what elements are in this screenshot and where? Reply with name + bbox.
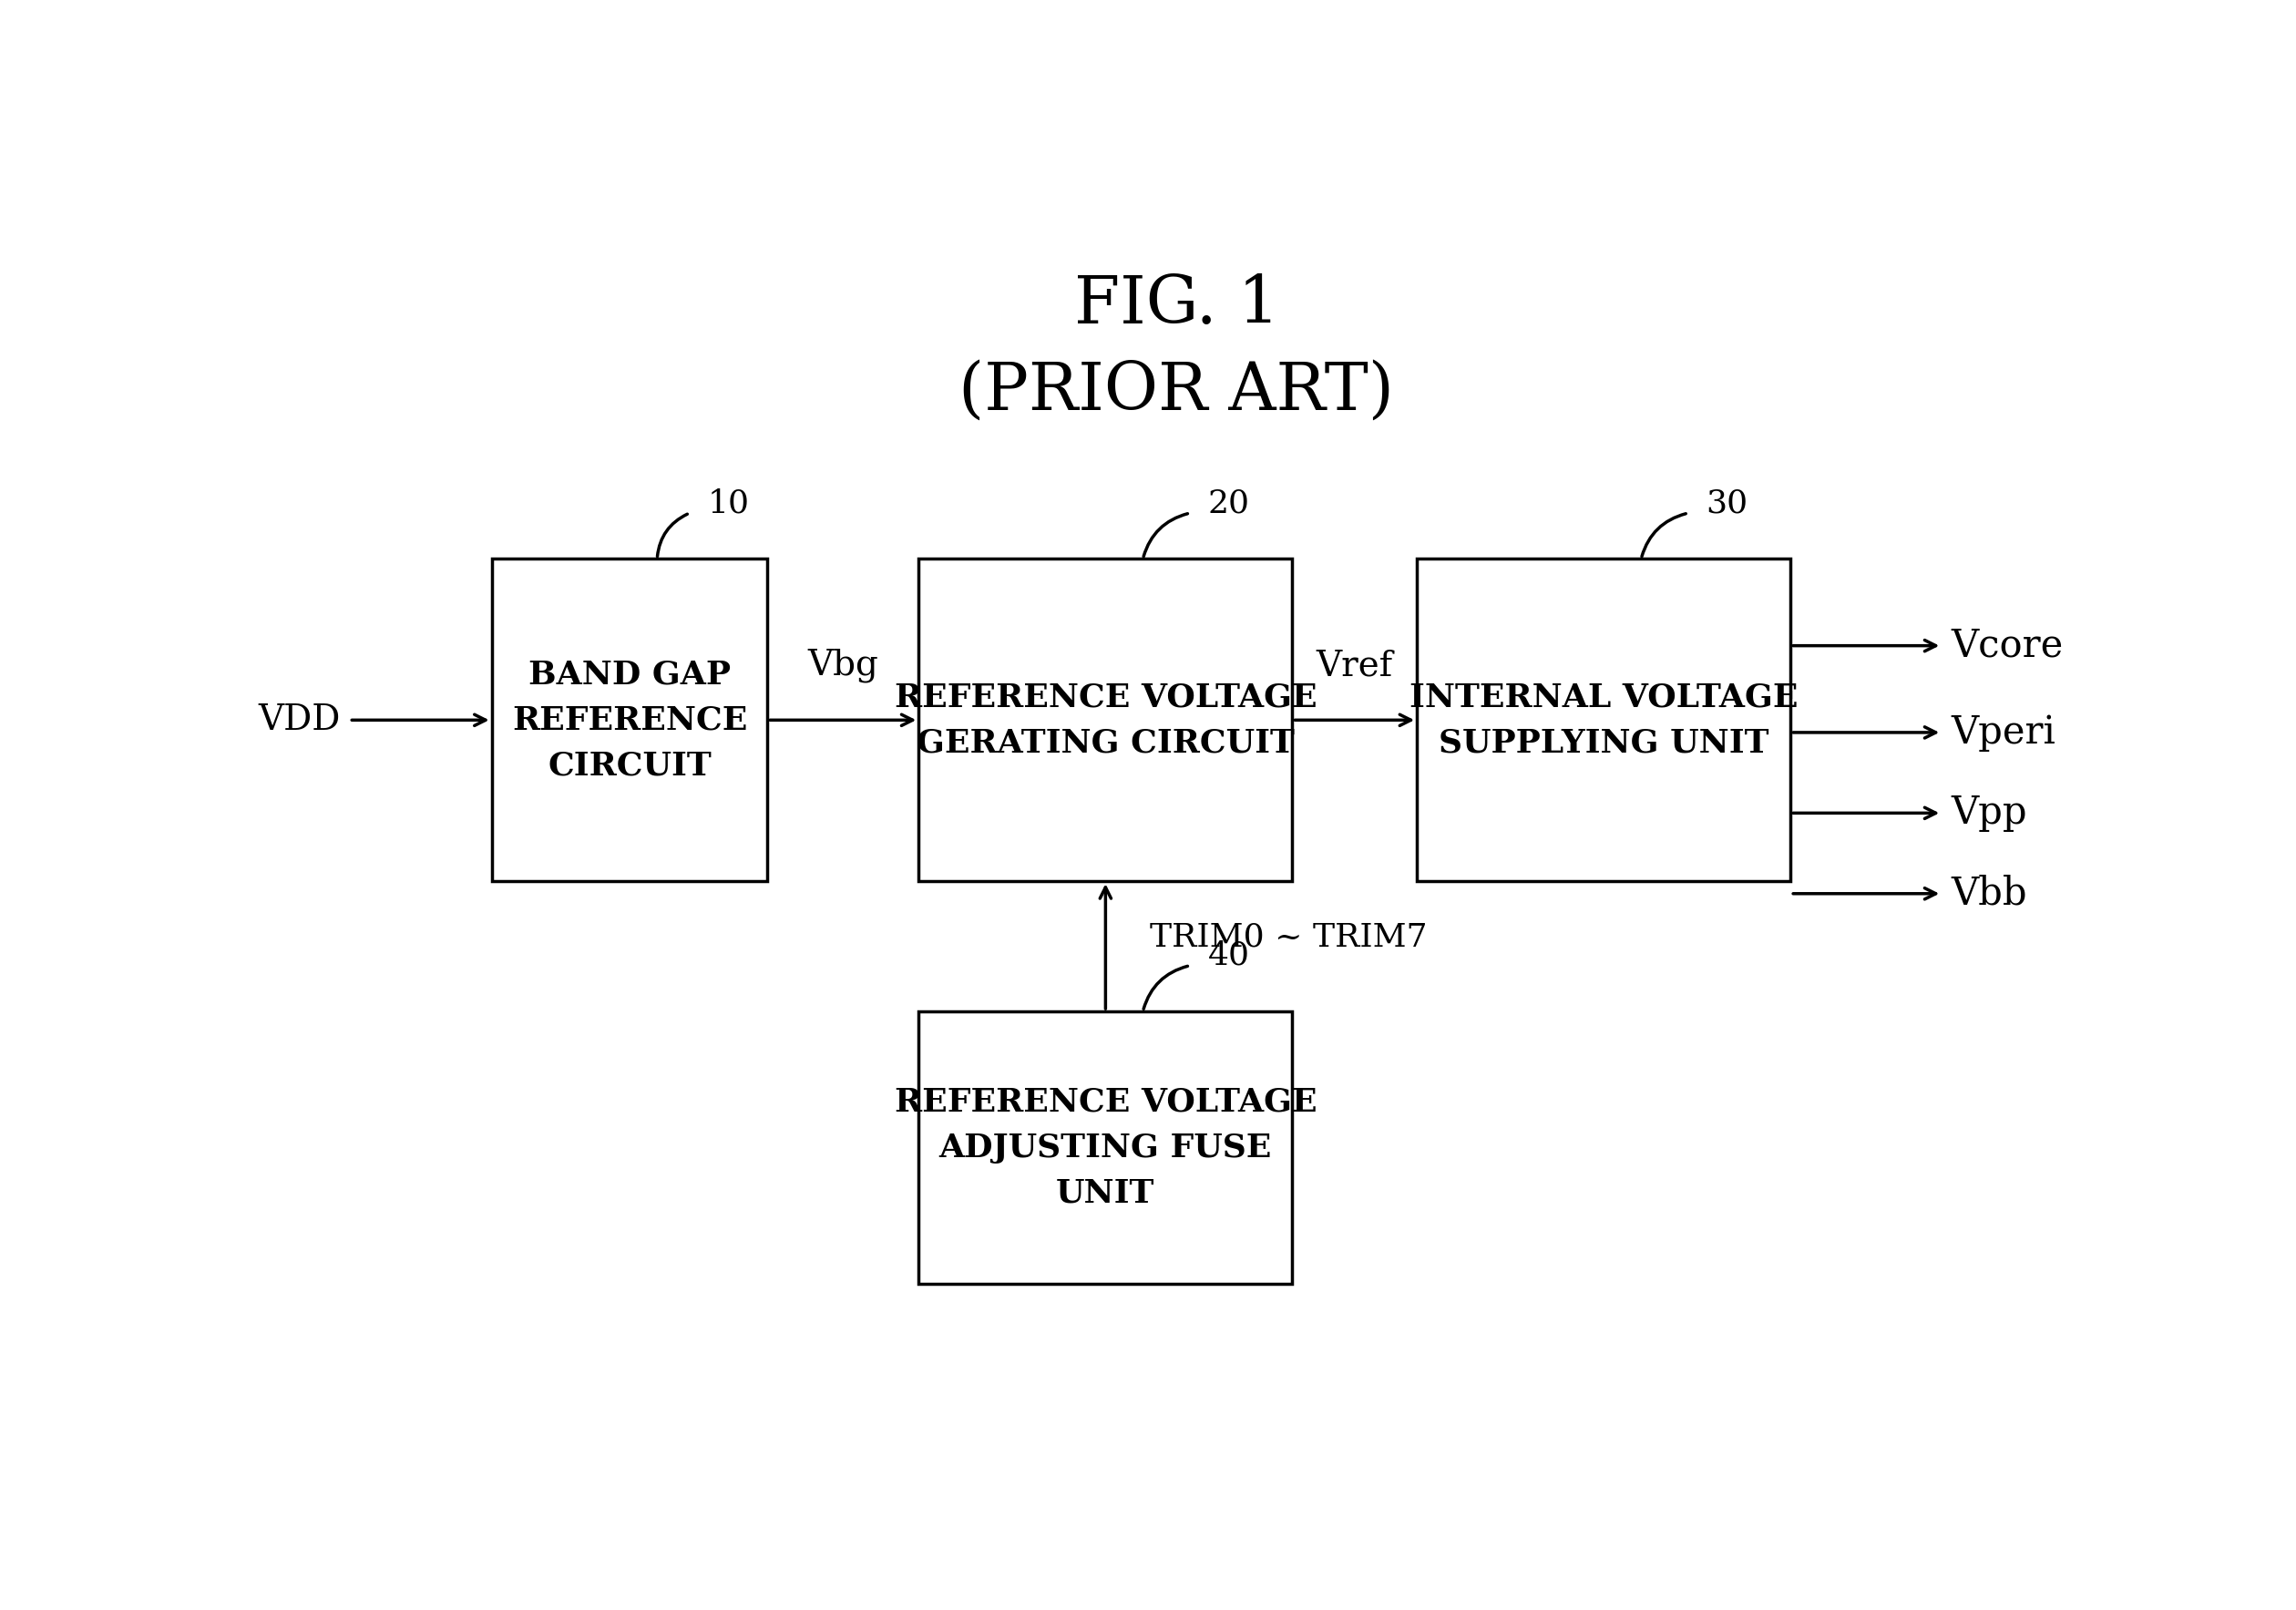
Text: FIG. 1: FIG. 1 [1075, 272, 1279, 336]
Text: Vpp: Vpp [1952, 794, 2027, 832]
Text: INTERNAL VOLTAGE
SUPPLYING UNIT: INTERNAL VOLTAGE SUPPLYING UNIT [1410, 681, 1798, 758]
Text: Vperi: Vperi [1952, 713, 2055, 752]
Text: 40: 40 [1208, 940, 1249, 971]
Bar [491, 559, 767, 881]
Text: Vbg: Vbg [808, 649, 879, 683]
Text: Vcore: Vcore [1952, 626, 2064, 665]
Bar [918, 1011, 1293, 1285]
Text: 30: 30 [1706, 488, 1747, 518]
Text: REFERENCE VOLTAGE
ADJUSTING FUSE
UNIT: REFERENCE VOLTAGE ADJUSTING FUSE UNIT [895, 1087, 1316, 1209]
Bar [918, 559, 1293, 881]
Text: (PRIOR ART): (PRIOR ART) [960, 359, 1394, 423]
Bar [1417, 559, 1791, 881]
Text: Vbb: Vbb [1952, 874, 2027, 913]
Text: VDD: VDD [257, 704, 340, 737]
Text: 20: 20 [1208, 488, 1249, 518]
Text: REFERENCE VOLTAGE
GERATING CIRCUIT: REFERENCE VOLTAGE GERATING CIRCUIT [895, 681, 1316, 758]
Text: 10: 10 [707, 488, 748, 518]
Text: BAND GAP
REFERENCE
CIRCUIT: BAND GAP REFERENCE CIRCUIT [512, 658, 746, 781]
Text: TRIM0 ~ TRIM7: TRIM0 ~ TRIM7 [1150, 921, 1428, 953]
Text: Vref: Vref [1316, 649, 1394, 683]
